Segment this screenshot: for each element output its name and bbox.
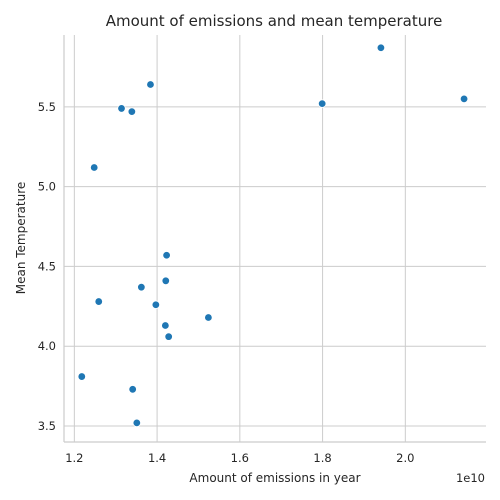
x-axis-label: Amount of emissions in year	[189, 471, 360, 485]
data-point	[459, 94, 469, 104]
data-point	[90, 163, 99, 172]
data-point	[146, 80, 155, 89]
x-tick-label: 1.2	[65, 451, 83, 465]
data-point	[94, 297, 103, 306]
x-tick-label: 1.8	[313, 451, 331, 465]
data-point	[162, 251, 171, 260]
data-point	[204, 313, 213, 322]
data-point	[317, 99, 327, 108]
y-tick-labels: 3.5 4.0 4.5 5.0 5.5	[38, 100, 56, 433]
y-tick-label: 4.5	[38, 259, 56, 273]
grid-lines	[64, 35, 486, 442]
y-axis-label: Mean Temperature	[14, 182, 28, 295]
data-point	[161, 321, 170, 330]
data-point	[128, 385, 137, 394]
x-tick-labels: 1.2 1.4 1.6 1.8 2.0	[65, 451, 414, 465]
data-point	[137, 282, 146, 292]
data-point	[161, 276, 170, 285]
data-point	[151, 300, 161, 309]
x-tick-label: 1.6	[231, 451, 249, 465]
y-tick-label: 3.5	[38, 419, 56, 433]
x-tick-label: 1.4	[148, 451, 166, 465]
chart-title: Amount of emissions and mean temperature	[106, 12, 443, 30]
data-point	[164, 332, 173, 341]
data-point	[77, 372, 86, 381]
data-points	[77, 43, 469, 428]
data-point	[132, 418, 142, 428]
y-tick-label: 5.5	[38, 100, 56, 114]
data-point	[127, 107, 137, 116]
y-tick-label: 5.0	[38, 180, 56, 194]
data-point	[117, 104, 126, 113]
x-tick-label: 2.0	[396, 451, 414, 465]
x-offset-label: 1e10	[456, 471, 485, 485]
y-tick-label: 4.0	[38, 339, 56, 353]
data-point	[376, 43, 386, 52]
